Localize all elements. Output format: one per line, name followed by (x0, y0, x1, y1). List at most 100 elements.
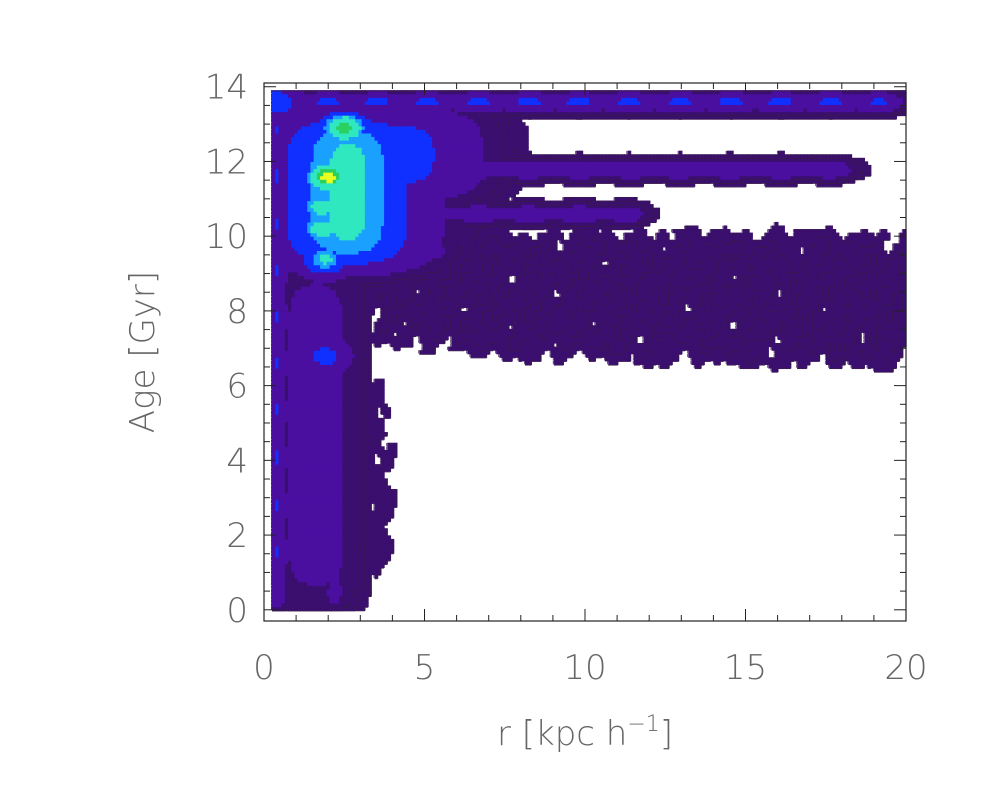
density-cell (531, 339, 536, 344)
density-cell (313, 400, 318, 405)
density-cell (515, 346, 520, 351)
density-cell (323, 570, 328, 576)
density-cell (364, 560, 369, 565)
density-cell (598, 353, 603, 358)
density-cell (384, 467, 388, 472)
density-cell (665, 364, 670, 369)
density-cell (387, 517, 392, 522)
density-cell (339, 524, 344, 529)
density-cell (272, 378, 276, 383)
density-cell (569, 328, 574, 333)
density-cell (304, 396, 308, 401)
density-cell (313, 339, 318, 344)
density-cell (390, 335, 395, 341)
density-cell (342, 471, 347, 476)
density-cell (320, 542, 324, 547)
density-cell (390, 442, 395, 447)
density-cell (508, 335, 513, 341)
density-cell (310, 510, 315, 515)
density-cell (829, 360, 833, 365)
density-cell (380, 517, 385, 522)
density-cell (342, 510, 347, 515)
density-cell (361, 403, 366, 408)
density-cell (352, 424, 356, 430)
density-cell (371, 528, 376, 533)
density-cell (358, 524, 363, 529)
density-cell (390, 449, 395, 455)
density-cell (358, 375, 363, 380)
density-cell (537, 332, 542, 337)
density-cell (272, 546, 276, 551)
density-cell (294, 456, 299, 462)
density-cell (355, 400, 360, 405)
density-cell (368, 325, 372, 330)
density-cell (294, 485, 299, 490)
density-cell (854, 335, 859, 341)
density-cell (278, 353, 283, 358)
density-cell (300, 528, 305, 533)
density-cell (348, 485, 353, 490)
density-cell (829, 357, 833, 362)
density-cell (345, 385, 350, 390)
density-cell (336, 599, 340, 604)
density-cell (310, 474, 315, 479)
density-cell (348, 339, 353, 344)
density-cell (502, 328, 507, 333)
density-cell (355, 410, 360, 415)
density-cell (352, 585, 356, 590)
density-cell (320, 478, 324, 483)
density-cell (291, 467, 296, 472)
density-cell (332, 481, 337, 487)
density-cell (326, 350, 331, 355)
density-cell (806, 357, 811, 362)
density-cell (313, 567, 318, 572)
density-cell (320, 346, 324, 351)
density-cell (323, 350, 328, 355)
density-cell (694, 343, 699, 348)
density-cell (534, 350, 539, 355)
density-cell (845, 343, 849, 348)
density-cell (275, 442, 280, 447)
density-cell (361, 350, 366, 355)
density-cell (364, 592, 369, 597)
density-cell (342, 506, 347, 512)
density-cell (288, 375, 292, 380)
density-cell (329, 528, 334, 533)
density-cell (723, 339, 728, 344)
density-cell (345, 478, 350, 483)
density-cell (348, 464, 353, 469)
density-cell (473, 335, 478, 341)
density-cell (380, 481, 385, 487)
density-cell (272, 335, 276, 341)
density-cell (601, 328, 606, 333)
density-cell (768, 339, 773, 344)
density-cell (291, 517, 296, 522)
density-cell (288, 496, 292, 501)
density-cell (294, 332, 299, 337)
density-cell (617, 350, 622, 355)
density-cell (310, 428, 315, 433)
density-cell (323, 517, 328, 522)
density-cell (374, 556, 379, 561)
density-cell (563, 328, 568, 333)
density-cell (371, 407, 376, 412)
density-cell (352, 353, 356, 358)
density-cell (368, 435, 372, 440)
density-cell (451, 328, 456, 333)
density-cell (291, 563, 296, 568)
density-cell (691, 328, 696, 333)
density-cell (761, 353, 766, 358)
density-cell (348, 528, 353, 533)
density-cell (393, 489, 398, 494)
density-cell (531, 343, 536, 348)
density-cell (797, 364, 801, 369)
density-cell (806, 350, 811, 355)
density-cell (361, 549, 366, 554)
density-cell (272, 538, 276, 544)
density-cell (281, 510, 286, 515)
density-cell (547, 346, 552, 351)
density-cell (377, 478, 382, 483)
density-cell (755, 350, 760, 355)
density-cell (300, 360, 305, 365)
density-cell (374, 343, 379, 348)
